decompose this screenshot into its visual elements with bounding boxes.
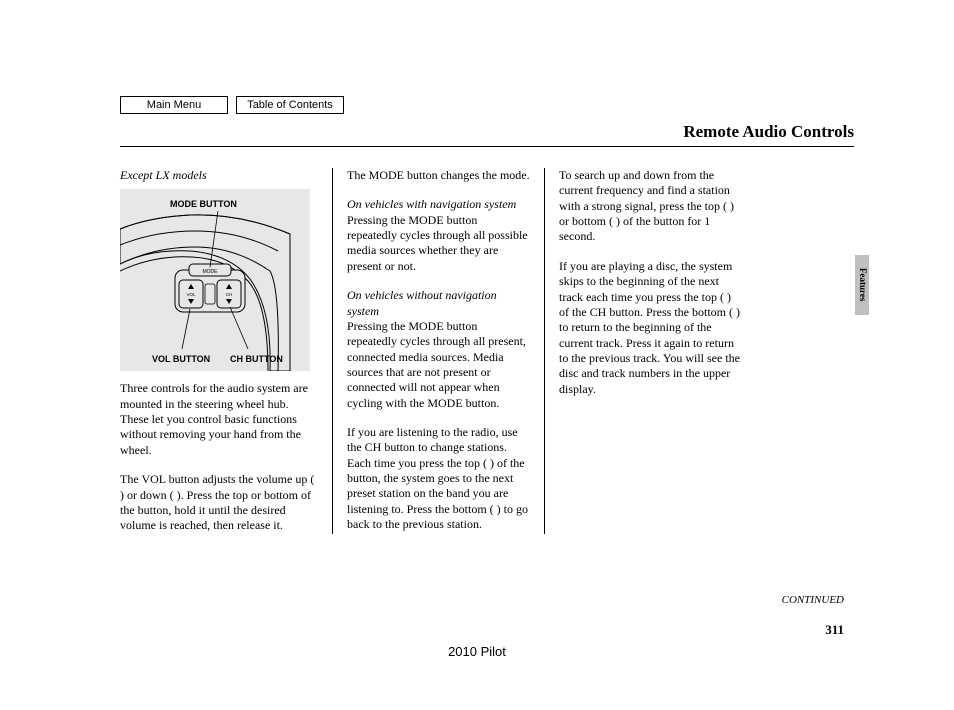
col2-h1: On vehicles with navigation system	[347, 197, 516, 211]
col1-para2: The VOL button adjusts the volume up ( )…	[120, 472, 318, 533]
col2-para2: Pressing the MODE button repeatedly cycl…	[347, 213, 528, 273]
footer-model: 2010 Pilot	[0, 644, 954, 659]
steering-controls-diagram: MODE VOL CH	[120, 189, 310, 371]
main-menu-button[interactable]: Main Menu	[120, 96, 228, 114]
col3-para1: To search up and down from the current f…	[559, 168, 742, 245]
diagram-label-ch: CH BUTTON	[230, 354, 283, 366]
diagram-label-mode: MODE BUTTON	[170, 199, 237, 211]
subhead: Except LX models	[120, 168, 318, 183]
column-2: The MODE button changes the mode. On veh…	[332, 168, 544, 534]
page-number: 311	[825, 622, 844, 638]
mode-btn-text: MODE	[203, 269, 219, 275]
nav-bar: Main Menu Table of Contents	[120, 96, 344, 114]
section-tab-label: Features	[858, 268, 868, 301]
svg-text:VOL: VOL	[186, 292, 196, 297]
col2-block-nav: On vehicles with navigation system Press…	[347, 197, 530, 274]
col2-para3: Pressing the MODE button repeatedly cycl…	[347, 319, 526, 410]
col3-para2: If you are playing a disc, the system sk…	[559, 259, 742, 397]
diagram-svg: MODE VOL CH	[120, 189, 310, 371]
col1-para1: Three controls for the audio system are …	[120, 381, 318, 458]
title-rule	[120, 146, 854, 147]
col2-h2: On vehicles without navigation system	[347, 288, 497, 317]
diagram-label-vol: VOL BUTTON	[152, 354, 210, 366]
column-3: To search up and down from the current f…	[544, 168, 756, 534]
content-columns: Except LX models MODE	[120, 168, 854, 534]
toc-button[interactable]: Table of Contents	[236, 96, 344, 114]
svg-text:CH: CH	[226, 292, 233, 297]
col2-block-nonav: On vehicles without navigation system Pr…	[347, 288, 530, 411]
col2-para4: If you are listening to the radio, use t…	[347, 425, 530, 533]
continued-label: CONTINUED	[782, 594, 844, 606]
column-1: Except LX models MODE	[120, 168, 332, 534]
manual-page: Main Menu Table of Contents Remote Audio…	[0, 0, 954, 710]
col2-para1: The MODE button changes the mode.	[347, 168, 530, 183]
page-title: Remote Audio Controls	[683, 122, 854, 142]
